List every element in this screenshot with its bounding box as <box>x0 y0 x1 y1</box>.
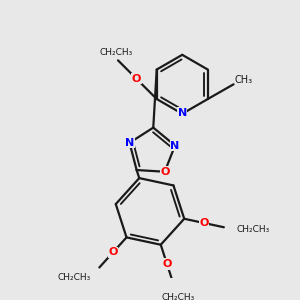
Text: O: O <box>200 218 209 228</box>
Text: N: N <box>178 108 187 118</box>
Text: CH₂CH₃: CH₂CH₃ <box>236 226 270 235</box>
Text: CH₃: CH₃ <box>235 75 253 85</box>
Text: O: O <box>108 248 118 257</box>
Text: O: O <box>162 259 172 269</box>
Text: N: N <box>170 140 180 151</box>
Text: O: O <box>132 74 141 84</box>
Text: CH₂CH₃: CH₂CH₃ <box>100 49 133 58</box>
Text: CH₂CH₃: CH₂CH₃ <box>161 293 194 300</box>
Text: O: O <box>160 167 170 177</box>
Text: CH₂CH₃: CH₂CH₃ <box>58 272 91 281</box>
Text: N: N <box>125 138 134 148</box>
